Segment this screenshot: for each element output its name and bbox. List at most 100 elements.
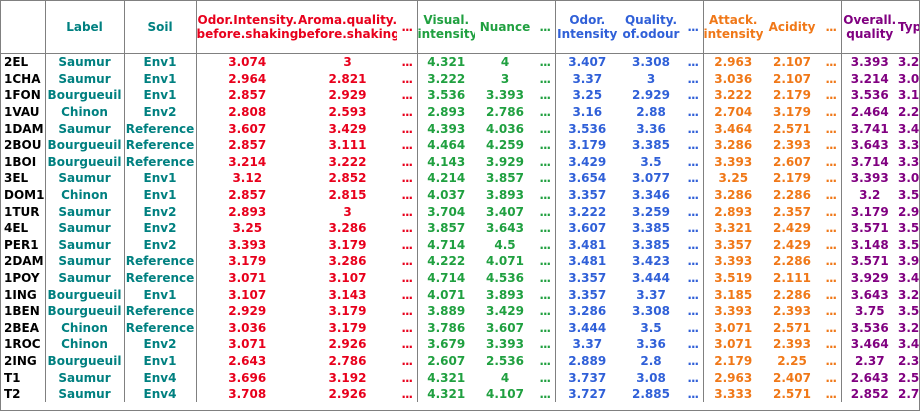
cell-visual-intensity: 3.889 — [416, 302, 475, 320]
cell-acidity: 2.179 — [773, 88, 811, 103]
cell-nuance: 3.929 — [486, 154, 524, 169]
cell-typical: 3.481 — [898, 271, 920, 286]
cell-overall-quality: 2.37 — [840, 352, 898, 370]
cell-nuance: 4.107 — [486, 387, 524, 402]
cell-odor-intensity: 3.481 — [554, 236, 619, 254]
cell-dots1: ... — [401, 237, 413, 252]
cell-label: Chinon — [44, 103, 124, 121]
cell-label: Bourgueuil — [44, 352, 124, 370]
cell-rowname: 2BOU — [4, 138, 42, 153]
cell-label: Bourgueuil — [44, 302, 124, 320]
cell-attack-intensity: 3.357 — [702, 236, 763, 254]
cell-dots1: ... — [401, 138, 413, 153]
cell-odor-int-before: 3.12 — [195, 170, 298, 187]
cell-visual-intensity: 2.893 — [416, 103, 475, 121]
cell-dots2: ... — [539, 304, 551, 319]
table-row: T2 Saumur Env4 3.708 2.926... 4.321 4.107... 3.… — [1, 385, 919, 403]
header-dots4: ... — [821, 1, 841, 54]
cell-visual-intensity: 4.037 — [416, 186, 475, 204]
cell-rowname: 1BOI — [4, 154, 37, 169]
cell-aroma-quality-before: 3 — [343, 204, 352, 219]
cell-rowname: 2BEA — [4, 320, 39, 335]
cell-overall-quality: 3.643 — [840, 286, 898, 303]
cell-acidity: 2.286 — [773, 188, 811, 203]
cell-visual-intensity: 4.214 — [416, 170, 475, 187]
cell-typical: 3.5 — [898, 221, 920, 236]
cell-dots3: ... — [687, 88, 699, 103]
cell-visual-intensity: 4.714 — [416, 269, 475, 287]
cell-attack-intensity: 3.185 — [702, 286, 763, 303]
cell-soil: Reference — [123, 269, 196, 287]
table-row: 1ROC Chinon Env2 3.071 2.926... 3.679 3.393...… — [1, 336, 919, 353]
cell-attack-intensity: 3.393 — [702, 253, 763, 270]
cell-aroma-quality-before: 2.593 — [328, 105, 367, 120]
table-row: 2EL Saumur Env1 3.074 3... 4.321 4... 3.407 3.30… — [1, 53, 920, 71]
cell-dots1: ... — [401, 387, 413, 402]
cell-quality-odour: 3.259 — [632, 204, 670, 219]
cell-odor-intensity: 2.889 — [554, 352, 619, 370]
cell-dots3: ... — [687, 105, 699, 120]
cell-label: Saumur — [44, 369, 124, 386]
cell-rowname: 2EL — [4, 55, 29, 70]
cell-dots1: ... — [401, 287, 413, 302]
cell-label: Saumur — [44, 219, 124, 237]
cell-acidity: 3.179 — [773, 105, 811, 120]
cell-acidity: 2.111 — [773, 271, 811, 286]
cell-dots3: ... — [687, 188, 699, 203]
cell-typical: 3.179 — [898, 88, 920, 103]
table-row: 1POY Saumur Reference 3.071 3.107... 4.714 4.5… — [1, 269, 920, 287]
cell-dots4: ... — [825, 353, 837, 368]
cell-label: Saumur — [44, 236, 124, 254]
cell-dots3: ... — [687, 154, 699, 169]
cell-visual-intensity: 4.321 — [416, 385, 475, 403]
cell-odor-int-before: 3.071 — [195, 336, 298, 353]
cell-nuance: 3.643 — [486, 221, 524, 236]
cell-odor-int-before: 3.25 — [195, 219, 298, 237]
cell-dots3: ... — [687, 320, 699, 335]
cell-dots2: ... — [539, 105, 551, 120]
cell-quality-odour: 3.308 — [632, 304, 670, 319]
cell-overall-quality: 3.571 — [840, 253, 898, 270]
cell-visual-intensity: 3.536 — [416, 87, 475, 104]
cell-odor-intensity: 3.429 — [554, 153, 619, 171]
cell-typical: 3.25 — [898, 55, 920, 70]
cell-dots2: ... — [539, 237, 551, 252]
cell-dots1: ... — [401, 154, 413, 169]
table-row: 1VAU Chinon Env2 2.808 2.593... 2.893 2.786...… — [1, 103, 919, 121]
header-soil: Soil — [123, 1, 196, 54]
cell-odor-int-before: 3.074 — [195, 53, 298, 71]
cell-attack-intensity: 3.393 — [702, 153, 763, 171]
cell-rowname: 1ROC — [4, 337, 41, 352]
cell-acidity: 2.429 — [773, 237, 811, 252]
cell-acidity: 2.179 — [773, 171, 811, 186]
cell-dots4: ... — [825, 55, 837, 70]
cell-nuance: 3.857 — [486, 171, 524, 186]
cell-quality-odour: 2.8 — [640, 353, 662, 368]
cell-soil: Env4 — [123, 385, 196, 403]
cell-odor-int-before: 2.643 — [195, 352, 298, 370]
cell-visual-intensity: 2.607 — [416, 352, 475, 370]
cell-odor-int-before: 3.696 — [195, 369, 298, 386]
cell-dots1: ... — [401, 221, 413, 236]
cell-quality-odour: 3.36 — [636, 121, 666, 136]
cell-dots2: ... — [539, 370, 551, 385]
cell-dots1: ... — [401, 121, 413, 136]
cell-odor-int-before: 3.607 — [195, 120, 298, 137]
cell-visual-intensity: 4.464 — [416, 136, 475, 154]
cell-typical: 2.964 — [898, 204, 920, 219]
header-label: Label — [44, 1, 124, 54]
table-row: 2BOU Bourgueuil Reference 2.857 3.111... 4.46… — [1, 136, 919, 154]
cell-overall-quality: 3.714 — [840, 153, 898, 171]
header-nuance: Nuance — [475, 1, 535, 54]
cell-attack-intensity: 3.036 — [702, 70, 763, 88]
cell-overall-quality: 3.393 — [840, 53, 898, 71]
cell-quality-odour: 3.385 — [632, 237, 670, 252]
cell-attack-intensity: 2.963 — [702, 369, 763, 386]
cell-dots2: ... — [539, 221, 551, 236]
cell-visual-intensity: 4.143 — [416, 153, 475, 171]
cell-soil: Reference — [123, 153, 196, 171]
cell-attack-intensity: 3.333 — [702, 385, 763, 403]
cell-aroma-quality-before: 3.179 — [328, 304, 367, 319]
cell-label: Bourgueuil — [44, 87, 124, 104]
cell-acidity: 2.107 — [773, 55, 811, 70]
